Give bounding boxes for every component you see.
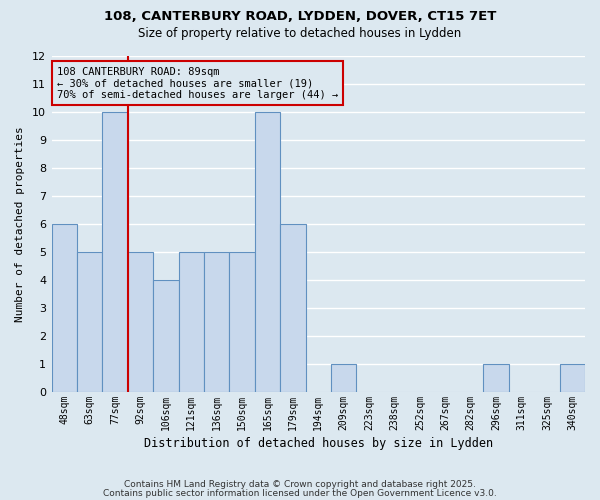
Bar (229, 252, 255, 392)
Bar (77, 252, 103, 392)
Bar (280, 224, 305, 392)
X-axis label: Distribution of detached houses by size in Lydden: Distribution of detached houses by size … (144, 437, 493, 450)
Text: Contains HM Land Registry data © Crown copyright and database right 2025.: Contains HM Land Registry data © Crown c… (124, 480, 476, 489)
Bar (204, 252, 229, 392)
Bar (255, 112, 280, 392)
Bar (128, 252, 153, 392)
Text: 108 CANTERBURY ROAD: 89sqm
← 30% of detached houses are smaller (19)
70% of semi: 108 CANTERBURY ROAD: 89sqm ← 30% of deta… (57, 66, 338, 100)
Text: 108, CANTERBURY ROAD, LYDDEN, DOVER, CT15 7ET: 108, CANTERBURY ROAD, LYDDEN, DOVER, CT1… (104, 10, 496, 23)
Bar (331, 364, 356, 392)
Bar (103, 112, 128, 392)
Y-axis label: Number of detached properties: Number of detached properties (15, 126, 25, 322)
Bar (52, 224, 77, 392)
Text: Size of property relative to detached houses in Lydden: Size of property relative to detached ho… (139, 28, 461, 40)
Bar (179, 252, 204, 392)
Bar (484, 364, 509, 392)
Bar (560, 364, 585, 392)
Bar (153, 280, 179, 392)
Text: Contains public sector information licensed under the Open Government Licence v3: Contains public sector information licen… (103, 488, 497, 498)
